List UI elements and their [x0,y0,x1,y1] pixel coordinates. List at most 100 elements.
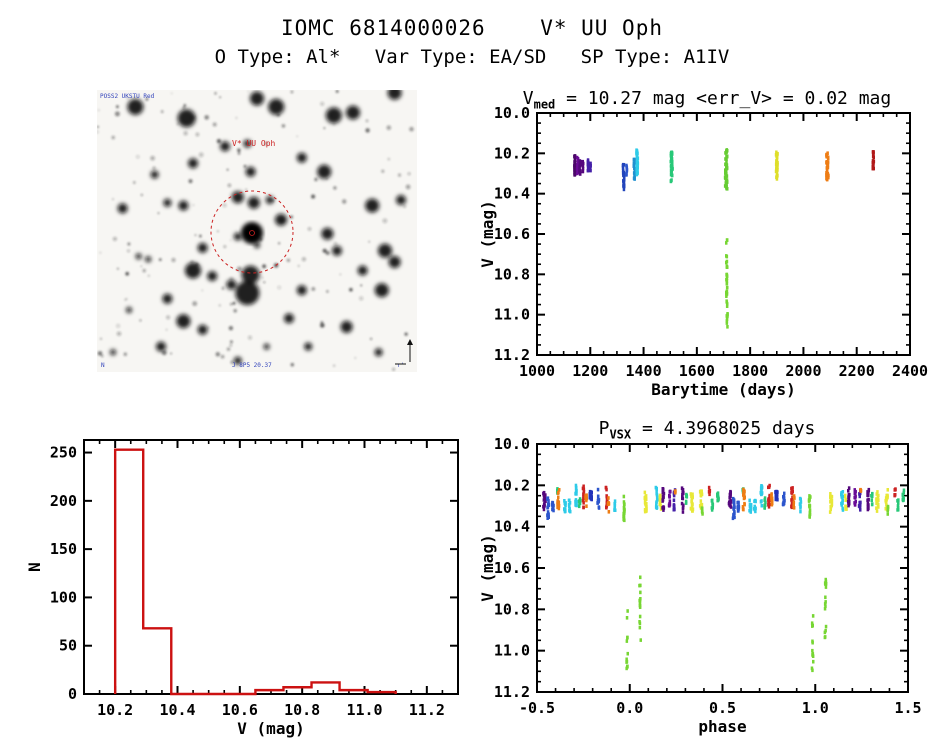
star [233,309,237,313]
star [325,107,342,124]
data-point [658,497,662,502]
star [397,173,402,177]
data-point [725,174,729,178]
data-point [886,488,889,492]
data-point [743,489,746,494]
data-point [670,169,673,174]
data-point [854,499,857,504]
data-point [829,505,833,509]
star [192,204,195,207]
data-point [867,506,870,511]
data-point [725,254,728,258]
data-point [844,498,847,502]
star [182,106,186,110]
data-point [767,502,770,507]
star [125,298,128,300]
data-point [760,491,764,495]
star [290,90,294,94]
data-point [635,165,639,170]
title-sub: VSX [609,427,632,442]
data-point [622,517,625,522]
data-point [754,498,757,503]
data-point [690,494,693,499]
data-point [625,659,629,664]
star [304,342,313,351]
barytime-plot-title: Vmed = 10.27 mag <err_V> = 0.02 mag [470,88,944,112]
data-point [638,605,642,609]
data-point [573,168,576,172]
star [378,243,392,258]
data-point [811,653,814,657]
data-point [841,494,845,499]
star [116,105,119,109]
data-point [725,274,729,278]
data-point [622,508,626,513]
data-point [867,488,870,492]
y-tick-label: 10.8 [494,265,530,283]
star [111,135,115,140]
data-point [829,492,832,496]
data-point [581,164,585,169]
data-point [622,173,625,178]
data-point [636,161,639,165]
data-point [877,498,880,502]
star [96,125,99,128]
data-point [551,501,555,505]
data-point [589,165,592,169]
data-point [824,582,827,586]
data-point [564,502,567,507]
data-point [901,493,905,497]
data-point [643,507,647,512]
star [311,194,316,199]
y-tick-label: 200 [50,492,77,510]
star [247,90,249,93]
data-point [644,494,648,498]
star [319,323,325,328]
data-point [774,497,777,502]
star [204,115,209,120]
star [323,127,326,130]
data-point [897,498,900,502]
data-point [578,504,581,509]
data-point [546,516,549,520]
data-point [633,159,636,164]
data-point [661,498,665,502]
target-star [241,222,263,244]
data-point [673,505,676,509]
data-point [733,505,736,510]
star [268,98,285,115]
data-point [573,163,576,168]
data-point [622,187,626,192]
data-point [857,504,861,508]
y-tick-label: 10.2 [494,144,530,162]
star [177,109,196,128]
star [226,168,229,171]
data-point [569,509,572,514]
star [195,132,200,137]
data-point [736,504,740,509]
finder-caption-top-left: POSS2 UKSTU Red [100,93,155,100]
data-point [725,163,729,167]
data-point [659,503,662,508]
star [307,227,312,231]
data-point [701,512,704,516]
data-point [632,164,635,168]
data-point [824,577,827,582]
star [332,245,342,256]
data-point [897,501,900,505]
data-point [556,491,560,495]
x-tick-label: 2000 [785,362,821,380]
star [386,125,392,131]
star [241,265,260,284]
data-point [896,508,899,512]
data-point [877,503,880,507]
data-point [575,155,579,160]
data-point [684,501,688,505]
data-points [573,148,876,329]
data-point [724,157,727,161]
data-point [681,510,685,514]
data-point [586,158,590,162]
data-point [556,500,559,504]
star [147,274,150,277]
data-point [700,490,703,495]
